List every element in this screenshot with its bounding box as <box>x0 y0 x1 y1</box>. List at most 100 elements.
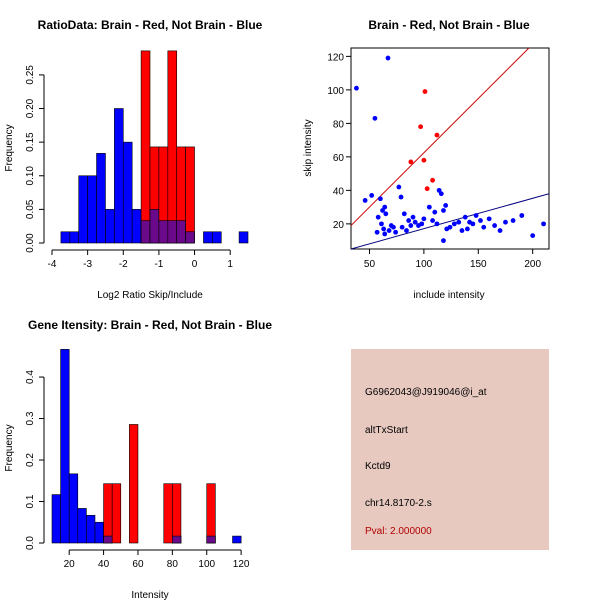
ratio-x-tick-label: -3 <box>83 259 92 270</box>
scatter-x-tick-label: 50 <box>364 259 376 270</box>
scatter-point-not-brain <box>375 214 381 220</box>
scatter-point-not-brain <box>382 204 388 210</box>
scatter-point-not-brain <box>492 223 498 228</box>
scatter-point-not-brain <box>404 228 409 233</box>
ratio-bar-not-brain <box>105 209 115 244</box>
ratio-bar-brain <box>140 50 151 244</box>
gene-bar-not-brain <box>232 535 242 544</box>
ratio-bar-not-brain <box>78 175 88 244</box>
scatter-point-not-brain <box>408 223 414 228</box>
scatter-point-not-brain <box>362 198 368 203</box>
ratio-bar-not-brain <box>238 231 249 244</box>
ratio-bar-not-brain <box>96 153 106 244</box>
ratio-chart-title: RatioData: Brain - Red, Not Brain - Blue <box>38 18 263 32</box>
scatter-point-not-brain <box>393 229 399 235</box>
scatter-point-not-brain <box>369 193 375 198</box>
scatter-point-not-brain <box>391 224 396 230</box>
ratio-x-tick-label: -1 <box>154 259 163 270</box>
scatter-plot-frame <box>350 47 550 250</box>
scatter-x-tick-label: 150 <box>470 259 487 270</box>
gene-name-text: Kctd9 <box>365 461 391 472</box>
ratio-bar-not-brain <box>122 141 133 244</box>
location-text: chr14.8170-2.s <box>365 498 432 509</box>
scatter-point-not-brain <box>354 85 359 91</box>
scatter-point-not-brain <box>441 238 446 244</box>
scatter-fit-line <box>351 193 549 249</box>
scatter-point-not-brain <box>421 216 427 222</box>
ratio-y-tick-label: 0.00 <box>25 233 36 253</box>
scatter-point-not-brain <box>456 219 462 225</box>
scatter-point-not-brain <box>519 213 525 218</box>
gene-y-tick-label: 0.3 <box>25 411 36 425</box>
ratio-x-tick-label: 1 <box>227 259 233 270</box>
ratio-bar-not-brain <box>131 209 142 244</box>
ratio-x-axis-label: Log2 Ratio Skip/Include <box>97 290 203 301</box>
gene-y-axis-label: Frequency <box>4 424 15 471</box>
scatter-point-brain <box>408 159 414 165</box>
ratio-x-tick-label: -2 <box>119 259 128 270</box>
scatter-point-not-brain <box>381 226 387 232</box>
scatter-x-tick-label: 100 <box>416 259 433 270</box>
scatter-point-not-brain <box>398 194 404 200</box>
scatter-point-not-brain <box>470 221 476 227</box>
ratio-y-tick-label: 0.20 <box>25 98 36 118</box>
gene-x-tick-label: 120 <box>233 559 250 570</box>
gene-x-tick-label: 20 <box>64 559 76 570</box>
scatter-point-not-brain <box>426 204 432 210</box>
gene-intensity-histogram: Gene Itensity: Brain - Red, Not Brain - … <box>4 318 272 601</box>
scatter-point-not-brain <box>510 218 516 223</box>
ratio-bar-brain <box>167 50 178 244</box>
scatter-y-axis-label: skip intensity <box>303 119 314 176</box>
gene-bar-not-brain <box>68 473 79 544</box>
ratio-bar-overlap <box>167 220 178 244</box>
scatter-point-not-brain <box>379 221 384 227</box>
scatter-point-not-brain <box>473 213 479 218</box>
scatter-point-not-brain <box>541 221 546 227</box>
scatter-point-not-brain <box>443 203 449 208</box>
scatter-point-not-brain <box>451 221 457 227</box>
scatter-point-brain <box>418 124 424 130</box>
ratio-y-tick-label: 0.10 <box>25 166 36 186</box>
pval-text: Pval: 2.000000 <box>365 526 432 537</box>
ratio-bar-not-brain <box>114 108 124 244</box>
gene-bar-overlap <box>103 535 113 544</box>
event-type-text: altTxStart <box>365 425 408 436</box>
ratio-bar-brain <box>185 146 195 244</box>
gene-bar-not-brain <box>94 521 104 544</box>
scatter-point-not-brain <box>486 216 492 222</box>
scatter-point-not-brain <box>383 211 389 217</box>
ratio-x-tick-label: 0 <box>192 259 198 270</box>
ratio-bar-not-brain <box>203 231 213 244</box>
gene-y-tick-label: 0.4 <box>25 370 36 384</box>
scatter-point-not-brain <box>462 214 468 220</box>
ratio-bar-not-brain <box>60 231 71 244</box>
scatter-point-not-brain <box>410 214 416 220</box>
ratio-bar-overlap <box>185 231 195 244</box>
gene-bar-overlap <box>172 535 182 544</box>
scatter-point-not-brain <box>441 208 446 213</box>
scatter-point-brain <box>421 157 427 163</box>
scatter-point-not-brain <box>478 218 483 223</box>
scatter-x-tick-label: 200 <box>524 259 541 270</box>
scatter-point-brain <box>434 132 440 138</box>
scatter-point-brain <box>424 186 430 192</box>
scatter-point-not-brain <box>406 218 412 223</box>
gene-x-tick-label: 60 <box>132 559 144 570</box>
scatter-point-not-brain <box>459 228 465 233</box>
scatter-point-not-brain <box>530 233 536 239</box>
gene-y-tick-label: 0.1 <box>25 494 36 508</box>
scatter-point-brain <box>430 177 435 183</box>
ratio-bar-overlap <box>158 220 169 244</box>
ratio-histogram: RatioData: Brain - Red, Not Brain - Blue… <box>4 18 263 301</box>
scatter-point-not-brain <box>438 191 444 197</box>
scatter-point-not-brain <box>382 231 388 237</box>
ratio-bar-overlap <box>149 209 160 244</box>
scatter-y-tick-label: 20 <box>333 220 345 231</box>
scatter-fit-line <box>351 48 530 226</box>
scatter-point-not-brain <box>497 228 503 233</box>
scatter-point-brain <box>422 89 428 94</box>
gene-bar-brain <box>206 483 216 544</box>
scatter-point-not-brain <box>399 224 405 230</box>
scatter-y-tick-label: 40 <box>333 186 345 197</box>
gene-x-tick-label: 40 <box>98 559 110 570</box>
